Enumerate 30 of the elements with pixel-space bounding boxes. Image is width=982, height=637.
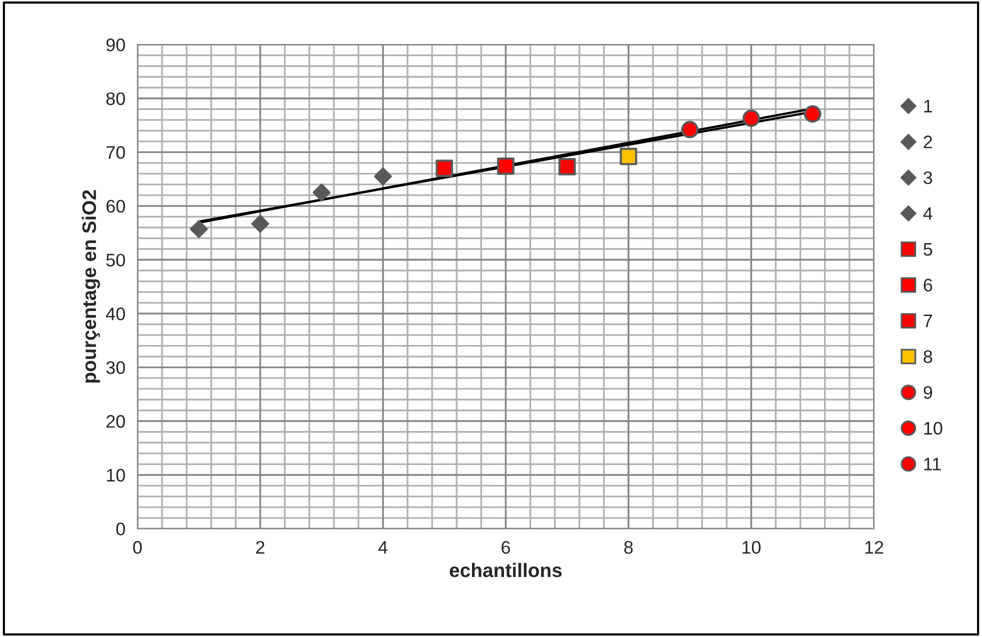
legend-label: 8 [924, 350, 932, 364]
x-tick-label: 2 [256, 540, 264, 554]
legend-label: 4 [923, 207, 932, 220]
x-axis-title: echantillons [450, 562, 562, 578]
y-tick-label: 60 [106, 200, 125, 213]
y-tick-label: 30 [106, 361, 125, 374]
x-tick-label: 12 [865, 540, 884, 554]
x-tick-label: 0 [133, 540, 142, 554]
x-tick-label: 8 [624, 540, 633, 554]
legend-label: 5 [924, 243, 932, 256]
legend-label: 1 [924, 100, 932, 112]
legend-label: 10 [924, 422, 942, 435]
y-tick-label: 70 [106, 146, 125, 159]
legend-label: 9 [924, 386, 932, 399]
x-tick-label: 4 [378, 541, 388, 554]
legend-label: 2 [924, 136, 932, 148]
legend-label: 3 [924, 171, 932, 184]
y-tick-label: 80 [106, 92, 125, 106]
y-tick-label: 50 [106, 254, 125, 266]
legend-label: 6 [924, 278, 932, 292]
x-tick-label: 10 [742, 540, 761, 554]
y-tick-label: 0 [116, 522, 125, 536]
y-tick-label: 20 [106, 415, 125, 428]
legend-label: 7 [924, 314, 932, 328]
y-tick-label: 90 [106, 38, 125, 52]
y-axis-title: pourçentage en SiO2 [82, 190, 100, 383]
y-tick-label: 10 [106, 468, 125, 482]
legend-label: 11 [924, 458, 941, 470]
x-tick-label: 6 [502, 540, 510, 554]
y-tick-label: 40 [106, 307, 125, 320]
